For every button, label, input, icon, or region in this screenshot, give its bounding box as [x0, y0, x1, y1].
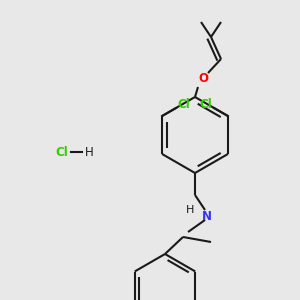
Text: Cl: Cl: [200, 98, 212, 110]
Text: H: H: [85, 146, 93, 158]
Text: O: O: [198, 73, 208, 85]
Text: Cl: Cl: [178, 98, 190, 110]
Text: H: H: [186, 205, 194, 215]
Text: N: N: [202, 211, 212, 224]
Text: Cl: Cl: [56, 146, 68, 158]
